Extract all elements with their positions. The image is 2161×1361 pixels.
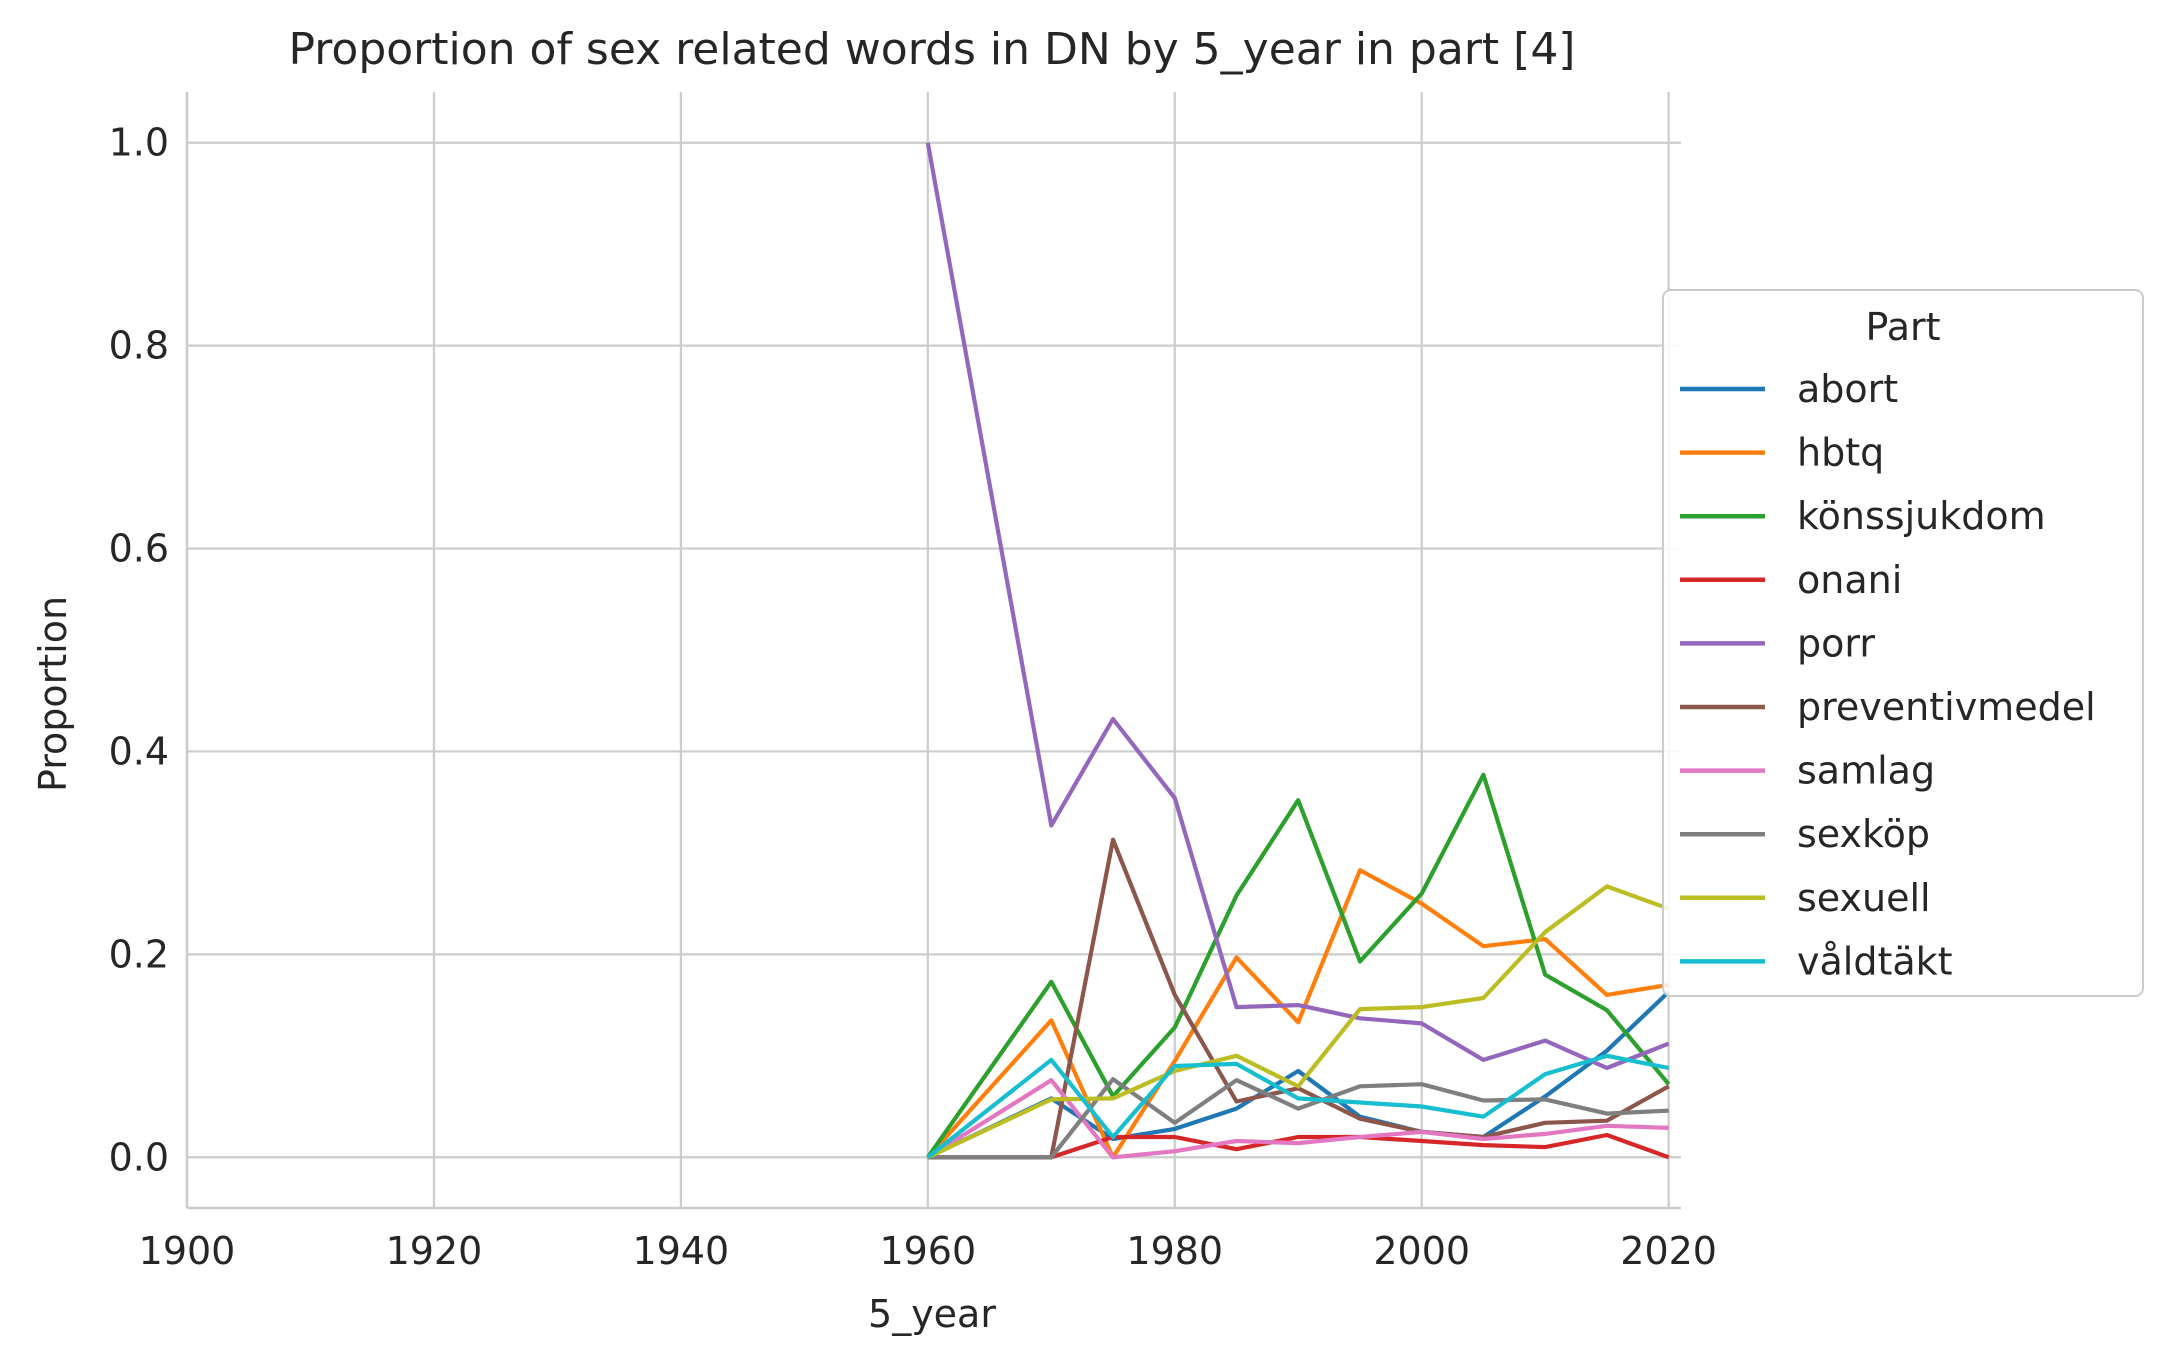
legend-box [1662, 289, 2144, 997]
x-axis-label: 5_year [868, 1292, 996, 1336]
y-axis-label: Proportion [31, 596, 75, 792]
series-line-porr [925, 142, 1670, 1071]
x-tick-label: 1920 [386, 1229, 483, 1273]
legend-label: porr [1797, 621, 1875, 665]
legend-label: hbtq [1797, 431, 1884, 475]
series-line-våldtäkt [926, 1053, 1670, 1159]
gridlines [185, 92, 1681, 1208]
x-tick-label: 1900 [139, 1229, 236, 1273]
x-tick-label: 2020 [1620, 1229, 1717, 1273]
legend-label: onani [1797, 558, 1902, 602]
y-tick-label: 0.4 [109, 729, 169, 773]
series-line-preventivmedel [927, 837, 1670, 1160]
series-line-hbtq [926, 868, 1670, 1160]
legend: Part abort hbtq könssjukdom onani porr preven… [1662, 289, 2144, 997]
y-tick-label: 1.0 [109, 121, 169, 165]
series-line-onani [927, 1132, 1670, 1160]
series-line-sexuell [926, 884, 1670, 1160]
x-tick-label: 1980 [1126, 1229, 1223, 1273]
tick-labels: 1900 1920 1940 1960 1980 2000 2020 0.0 0.2 0.4 0.6… [109, 121, 1717, 1273]
series-line-samlag [926, 1078, 1669, 1160]
legend-label: sexuell [1797, 876, 1931, 920]
legend-label: samlag [1797, 749, 1935, 793]
y-tick-label: 0.2 [109, 932, 169, 976]
legend-label: våldtäkt [1797, 939, 1953, 983]
legend-items: abort hbtq könssjukdom onani porr preventivme… [1680, 367, 2096, 983]
legend-label: sexköp [1797, 812, 1930, 856]
y-tick-label: 0.6 [109, 527, 169, 571]
legend-label: abort [1797, 367, 1898, 411]
legend-label: könssjukdom [1797, 494, 2046, 538]
series-lines [925, 142, 1671, 1160]
x-tick-label: 2000 [1373, 1229, 1470, 1273]
x-tick-label: 1940 [633, 1229, 730, 1273]
axes [185, 92, 1681, 1210]
x-tick-label: 1960 [879, 1229, 976, 1273]
chart-title: Proportion of sex related words in DN by… [289, 24, 1576, 75]
y-tick-label: 0.8 [109, 324, 169, 368]
series-line-könssjukdom [926, 772, 1671, 1159]
legend-label: preventivmedel [1797, 685, 2096, 729]
series-line-sexköp [927, 1077, 1669, 1160]
legend-title: Part [1865, 305, 1940, 349]
y-tick-label: 0.0 [109, 1135, 169, 1179]
